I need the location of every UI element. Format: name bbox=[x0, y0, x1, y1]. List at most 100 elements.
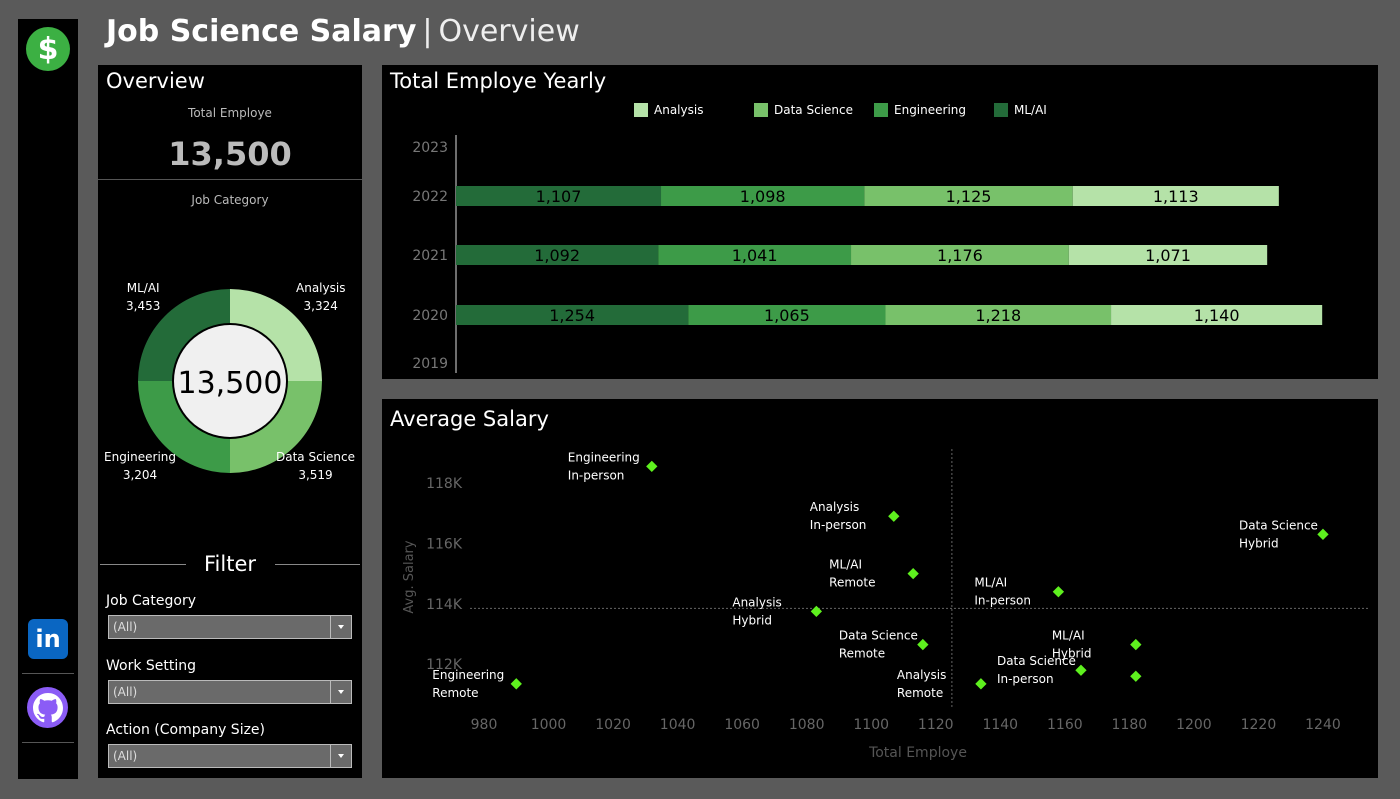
scatter-point[interactable] bbox=[907, 567, 919, 580]
filter-label-job-category: Job Category bbox=[106, 593, 196, 609]
bar-segment[interactable] bbox=[456, 186, 662, 206]
bar-segment[interactable] bbox=[661, 186, 865, 206]
overview-divider bbox=[98, 179, 362, 180]
linkedin-icon[interactable]: in bbox=[28, 619, 68, 659]
point-label: Data Science bbox=[997, 654, 1076, 668]
scatter-point[interactable] bbox=[1130, 638, 1142, 651]
y-tick-label: 2020 bbox=[412, 308, 448, 324]
bar-value-label: 1,107 bbox=[536, 187, 582, 206]
bar-value-label: 1,041 bbox=[732, 246, 778, 265]
scatter-point[interactable] bbox=[1075, 664, 1087, 676]
x-tick-label: 1100 bbox=[853, 717, 889, 733]
point-label: Engineering bbox=[568, 450, 640, 464]
filter-label-company-size: Action (Company Size) bbox=[106, 722, 266, 738]
legend-item-engineering[interactable]: Engineering bbox=[874, 103, 966, 117]
overview-heading: Overview bbox=[106, 69, 205, 93]
point-label: Analysis bbox=[810, 500, 859, 514]
x-tick-label: 1040 bbox=[660, 717, 696, 733]
point-label: Engineering bbox=[432, 668, 504, 682]
scatter-point[interactable] bbox=[1130, 670, 1142, 682]
scatter-point[interactable] bbox=[888, 510, 900, 522]
legend-item-analysis[interactable]: Analysis bbox=[634, 103, 703, 117]
chevron-down-icon[interactable] bbox=[330, 616, 351, 638]
bar-segment[interactable] bbox=[456, 245, 659, 265]
donut-center-value: 13,500 bbox=[178, 366, 283, 401]
salary-heading: Average Salary bbox=[390, 407, 549, 431]
sidebar-divider bbox=[22, 742, 74, 743]
github-icon[interactable] bbox=[27, 687, 68, 728]
point-label: ML/AI bbox=[974, 576, 1007, 590]
chevron-down-icon[interactable] bbox=[330, 745, 351, 767]
filter-label-work-setting: Work Setting bbox=[106, 658, 197, 674]
donut-label-ml-ai: ML/AI 3,453 bbox=[126, 281, 161, 313]
company-size-select[interactable]: (All) bbox=[108, 744, 352, 768]
point-label: In-person bbox=[997, 672, 1054, 686]
yearly-panel: Total Employe Yearly Analysis Data Scien… bbox=[382, 65, 1378, 379]
legend-swatch bbox=[634, 103, 648, 117]
donut-label-data-science: Data Science 3,519 bbox=[276, 450, 355, 482]
x-tick-label: 1240 bbox=[1305, 717, 1341, 733]
bar-segment[interactable] bbox=[1068, 245, 1268, 265]
page-title: Job Science Salary | Overview bbox=[106, 14, 580, 49]
x-tick-label: 1220 bbox=[1241, 717, 1277, 733]
bar-segment[interactable] bbox=[885, 305, 1112, 325]
donut-segment-ml-ai[interactable] bbox=[138, 289, 230, 381]
github-glyph bbox=[32, 692, 63, 722]
bar-value-label: 1,092 bbox=[534, 246, 580, 265]
bar-value-label: 1,254 bbox=[549, 306, 595, 325]
y-tick-label: 2023 bbox=[412, 140, 448, 156]
donut-chart: 13,500 bbox=[138, 289, 322, 473]
scatter-point[interactable] bbox=[917, 638, 929, 651]
bar-segment[interactable] bbox=[851, 245, 1069, 265]
scatter-point[interactable] bbox=[975, 678, 987, 690]
scatter-point[interactable] bbox=[810, 605, 823, 618]
x-tick-label: 1120 bbox=[918, 717, 954, 733]
y-axis-label: Avg. Salary bbox=[402, 540, 417, 613]
x-tick-label: 1200 bbox=[1176, 717, 1212, 733]
dollar-icon[interactable]: $ bbox=[26, 27, 70, 71]
salary-panel: Average Salary 112K 114K 116K 118K 980 1000 10… bbox=[382, 399, 1378, 778]
sidebar-divider bbox=[22, 673, 74, 674]
bar-segment[interactable] bbox=[864, 186, 1073, 206]
point-label: Data Science bbox=[1239, 518, 1318, 532]
y-tick-label: 112K bbox=[426, 657, 463, 673]
bar-value-label: 1,098 bbox=[740, 187, 786, 206]
work-setting-select[interactable]: (All) bbox=[108, 680, 352, 704]
kpi-value: 13,500 bbox=[168, 135, 292, 173]
scatter-point[interactable] bbox=[646, 460, 658, 473]
filter-rule-right bbox=[275, 564, 360, 565]
yearly-heading: Total Employe Yearly bbox=[390, 69, 607, 93]
x-tick-label: 980 bbox=[471, 717, 498, 733]
legend-swatch bbox=[874, 103, 888, 117]
donut-segment-engineering[interactable] bbox=[138, 381, 230, 473]
bar-value-label: 1,065 bbox=[764, 306, 810, 325]
point-label: In-person bbox=[974, 594, 1031, 608]
point-label: ML/AI bbox=[829, 558, 862, 572]
point-label: Remote bbox=[432, 686, 478, 700]
donut-label: Job Category bbox=[191, 193, 269, 207]
chevron-down-icon[interactable] bbox=[330, 681, 351, 703]
bar-value-label: 1,125 bbox=[946, 187, 992, 206]
bar-value-label: 1,218 bbox=[975, 306, 1021, 325]
legend-item-ml-ai[interactable]: ML/AI bbox=[994, 103, 1047, 117]
bar-segment[interactable] bbox=[688, 305, 886, 325]
scatter-point[interactable] bbox=[1052, 586, 1065, 598]
select-value: (All) bbox=[113, 685, 138, 699]
scatter-point[interactable] bbox=[1317, 528, 1329, 540]
bar-value-label: 1,113 bbox=[1153, 187, 1199, 206]
bar-segment[interactable] bbox=[1111, 305, 1323, 325]
donut-segment-data-science[interactable] bbox=[230, 381, 322, 473]
job-category-select[interactable]: (All) bbox=[108, 615, 352, 639]
bar-segment[interactable] bbox=[1072, 186, 1279, 206]
x-tick-label: 1000 bbox=[531, 717, 567, 733]
bar-segment[interactable] bbox=[658, 245, 852, 265]
point-label: Remote bbox=[839, 647, 885, 661]
kpi-label: Total Employe bbox=[188, 106, 272, 120]
point-label: Hybrid bbox=[1052, 647, 1092, 661]
legend-item-data-science[interactable]: Data Science bbox=[754, 103, 853, 117]
bar-value-label: 1,176 bbox=[937, 246, 983, 265]
donut-segment-analysis[interactable] bbox=[230, 289, 322, 381]
scatter-point[interactable] bbox=[510, 678, 522, 690]
bar-segment[interactable] bbox=[456, 305, 689, 325]
x-tick-label: 1140 bbox=[982, 717, 1018, 733]
